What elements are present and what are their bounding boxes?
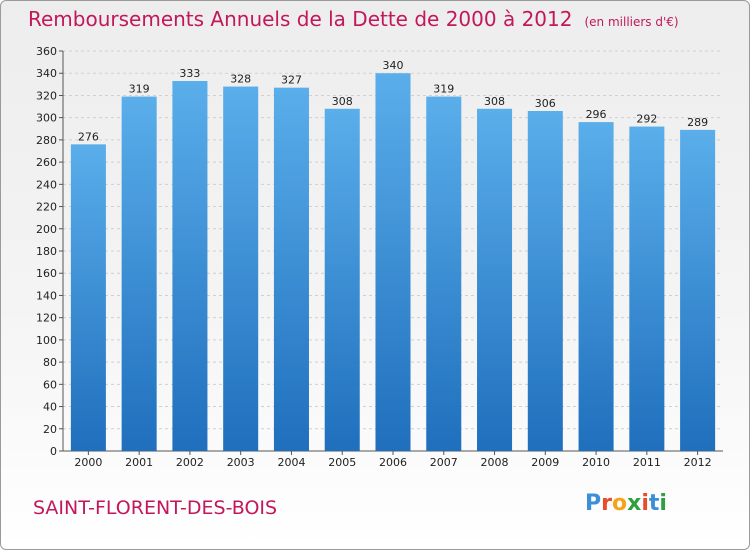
value-label-2004: 327 — [281, 74, 302, 87]
bar-2008 — [477, 108, 513, 452]
y-tick-label: 160 — [36, 267, 57, 280]
title-row: Remboursements Annuels de la Dette de 20… — [28, 7, 679, 31]
value-label-2002: 333 — [179, 67, 200, 80]
x-tick-labels: 2000 2001 2002 2003 2004 2005 2006 2007 2008 2009… — [74, 451, 712, 469]
value-label-2007: 319 — [433, 83, 454, 96]
logo-letter: i — [641, 491, 649, 516]
x-tick-label-2009: 2009 — [531, 456, 559, 469]
y-tick-label: 60 — [43, 378, 57, 391]
proxiti-logo: Proxiti — [585, 491, 667, 516]
bar-2006 — [375, 73, 411, 451]
logo-letter: r — [601, 491, 612, 516]
logo-letter: i — [659, 491, 667, 516]
value-label-2000: 276 — [78, 130, 99, 143]
bar-2012 — [680, 129, 716, 451]
x-tick-label-2010: 2010 — [582, 456, 610, 469]
y-tick-label: 140 — [36, 289, 57, 302]
bar-2003 — [223, 86, 259, 452]
bar-2002 — [172, 81, 208, 451]
y-tick-label: 0 — [50, 445, 57, 458]
y-tick-label: 240 — [36, 178, 57, 191]
value-label-2011: 292 — [636, 113, 657, 126]
value-label-2003: 328 — [230, 73, 251, 86]
value-label-2008: 308 — [484, 95, 505, 108]
value-label-2009: 306 — [535, 97, 556, 110]
y-tick-label: 360 — [36, 45, 57, 58]
y-tick-label: 340 — [36, 67, 57, 80]
bars: 276 319 333 328 327 308 340 319 308 306 296 292 289 — [70, 59, 716, 452]
logo-letter: o — [611, 491, 628, 516]
y-tick-label: 20 — [43, 423, 57, 436]
value-label-2012: 289 — [687, 116, 708, 129]
value-label-2006: 340 — [383, 59, 404, 72]
y-tick-label: 220 — [36, 201, 57, 214]
x-tick-label-2001: 2001 — [125, 456, 153, 469]
y-tick-label: 260 — [36, 156, 57, 169]
bar-2007 — [426, 96, 462, 452]
bar-2011 — [629, 126, 665, 452]
bar-2001 — [121, 96, 157, 452]
y-tick-label: 200 — [36, 223, 57, 236]
x-tick-label-2008: 2008 — [481, 456, 509, 469]
y-tick-label: 300 — [36, 112, 57, 125]
x-tick-label-2006: 2006 — [379, 456, 407, 469]
logo-letter: x — [627, 491, 642, 516]
commune-name: SAINT-FLORENT-DES-BOIS — [33, 497, 278, 519]
y-tick-label: 80 — [43, 356, 57, 369]
x-tick-label-2004: 2004 — [277, 456, 305, 469]
bar-2010 — [578, 122, 614, 451]
value-label-2010: 296 — [586, 108, 607, 121]
y-tick-labels: 0 20 40 60 80 100 120 140 160 180 200 220 240 260 280 3… — [36, 45, 57, 458]
y-tick-label: 280 — [36, 134, 57, 147]
value-label-2005: 308 — [332, 95, 353, 108]
x-tick-label-2003: 2003 — [227, 456, 255, 469]
chart-title: Remboursements Annuels de la Dette de 20… — [28, 7, 573, 31]
x-tick-label-2012: 2012 — [684, 456, 712, 469]
logo-letter: P — [585, 491, 602, 516]
value-label-2001: 319 — [129, 83, 150, 96]
x-tick-label-2002: 2002 — [176, 456, 204, 469]
bar-2009 — [527, 111, 563, 451]
bar-2004 — [273, 87, 309, 452]
x-tick-label-2000: 2000 — [74, 456, 102, 469]
x-tick-label-2011: 2011 — [633, 456, 661, 469]
logo-letter: t — [648, 491, 660, 516]
bar-2000 — [70, 144, 106, 452]
bar-2005 — [324, 108, 360, 452]
x-tick-label-2005: 2005 — [328, 456, 356, 469]
x-tick-label-2007: 2007 — [430, 456, 458, 469]
y-tick-label: 120 — [36, 312, 57, 325]
y-tick-label: 320 — [36, 89, 57, 102]
y-tick-label: 100 — [36, 334, 57, 347]
y-tick-label: 180 — [36, 245, 57, 258]
y-tick-label: 40 — [43, 401, 57, 414]
unit-label: (en milliers d'€) — [584, 15, 679, 29]
